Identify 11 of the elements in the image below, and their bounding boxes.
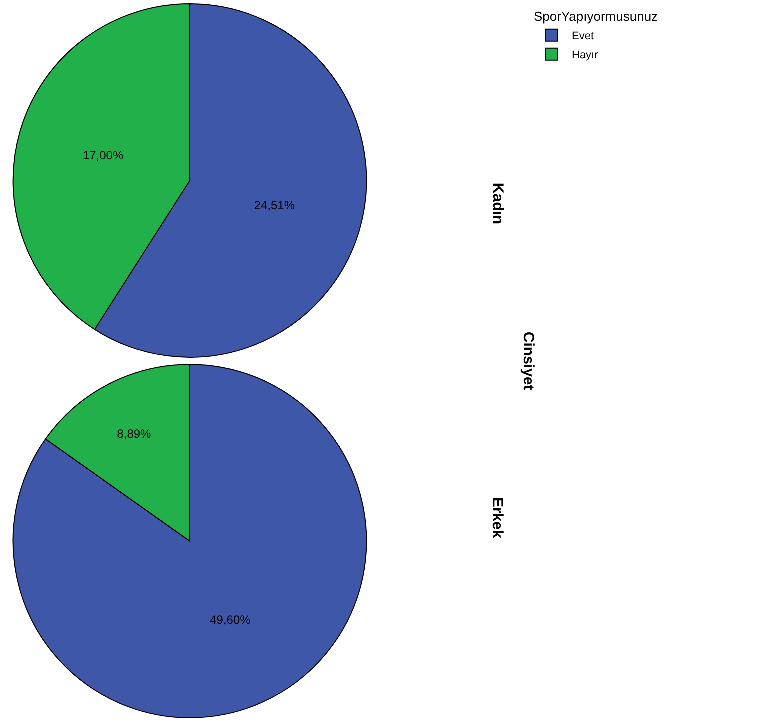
- legend-label: Hayır: [572, 50, 599, 62]
- pie-slice: [12, 364, 368, 718]
- text: Kadın: [490, 182, 507, 225]
- text: Erkek: [489, 497, 506, 540]
- data-label: 8,89%: [117, 426, 152, 441]
- data-label: 49,60%: [210, 612, 252, 627]
- legend-title: SporYapıyormusunuz: [534, 8, 658, 24]
- legend-label: Evet: [572, 30, 594, 43]
- data-label: 24,51%: [254, 198, 296, 212]
- text: Cinsiyet: [520, 332, 538, 390]
- data-label: 17,00%: [82, 148, 124, 162]
